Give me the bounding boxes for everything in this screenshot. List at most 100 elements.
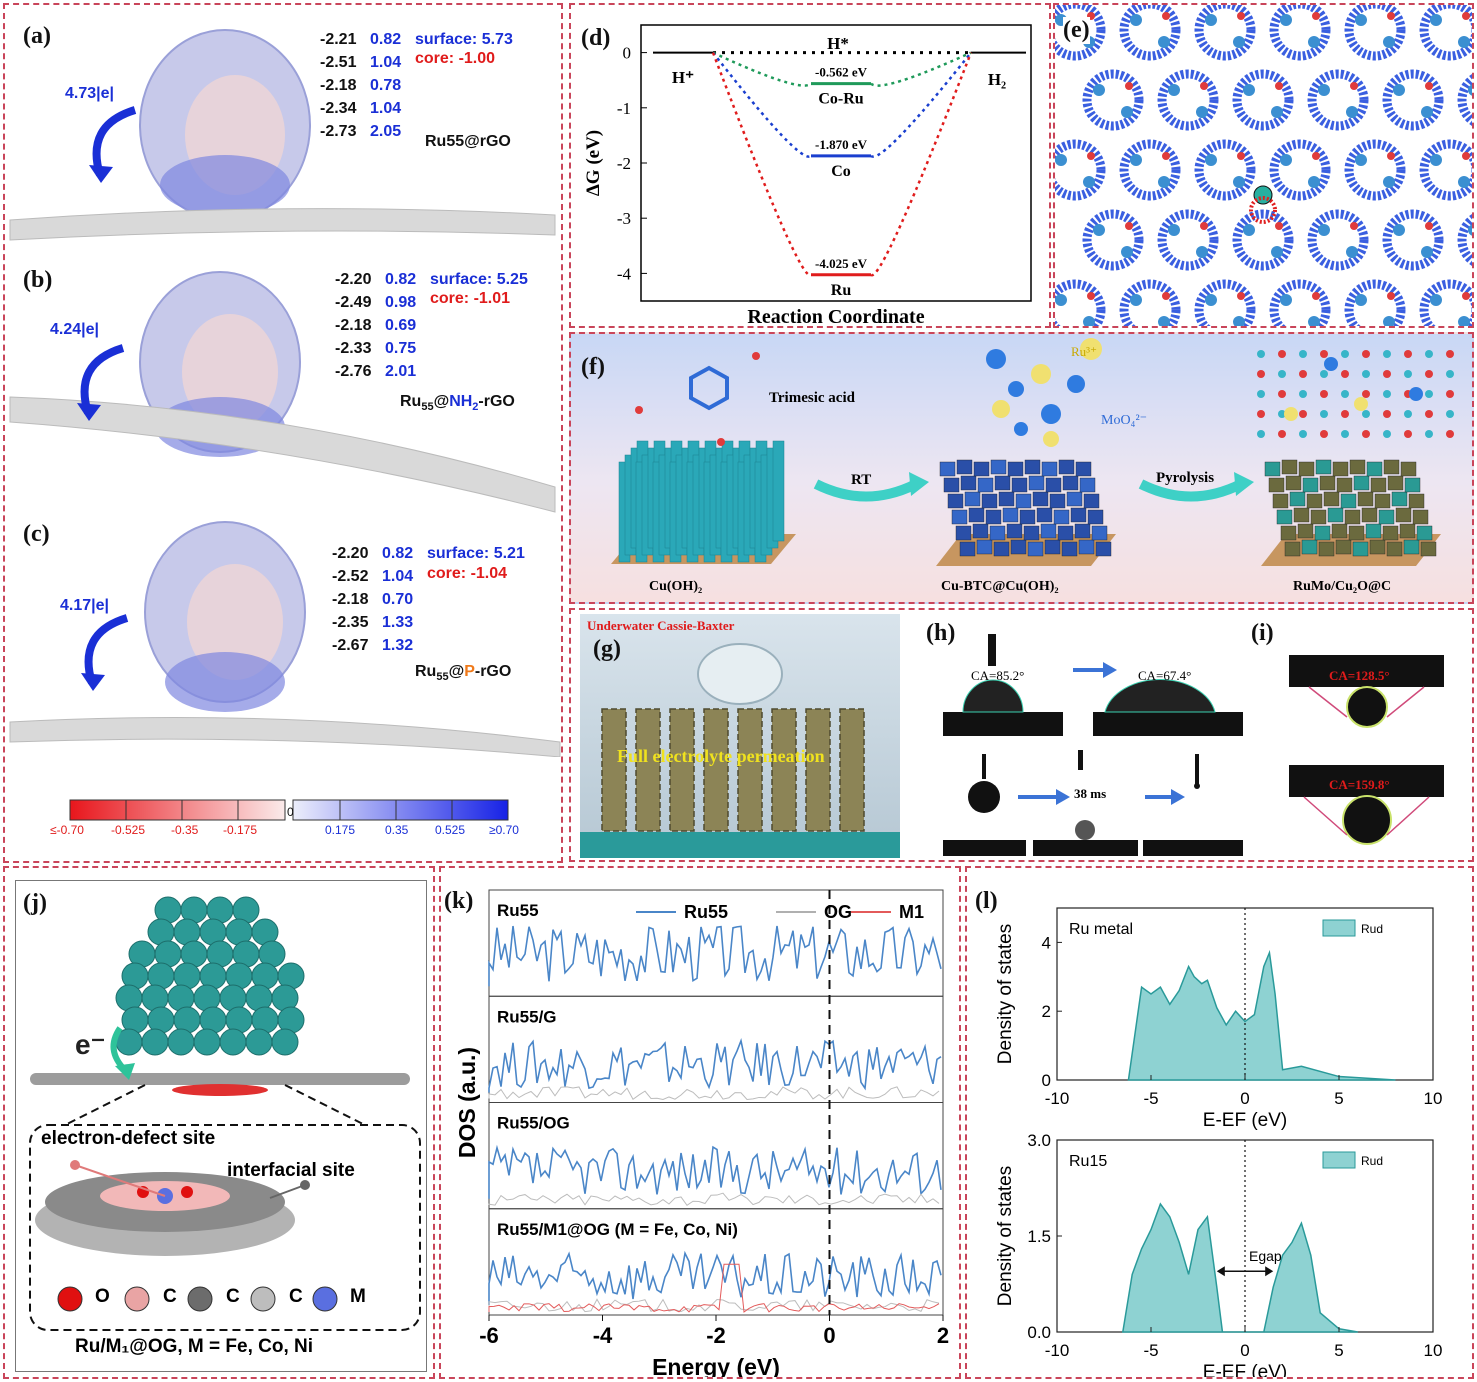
x-tick-label: -2 [706, 1323, 726, 1348]
lattice-oxygen [1200, 222, 1208, 230]
cubtc-block [1007, 461, 1024, 477]
pendant-drop [968, 781, 1000, 813]
lattice-ring [1055, 5, 1106, 61]
crystal-atom [1257, 430, 1265, 438]
rumo-block [1382, 525, 1399, 541]
colorbar-tick-9: ≥0.70 [489, 823, 519, 837]
lattice-oxygen [1387, 292, 1395, 300]
lattice-ring [1382, 209, 1444, 271]
legend-label-1: OG [824, 902, 852, 922]
guest-shell [1249, 196, 1277, 224]
panel-label-l: (l) [975, 888, 998, 914]
legend-m: M [350, 1286, 366, 1307]
rumo-block [1336, 477, 1353, 493]
cubtc-block [1087, 509, 1104, 525]
cassie-baxter-scene [580, 643, 900, 858]
rumo-block [1284, 541, 1301, 557]
crystal-ru [1324, 357, 1338, 371]
rumo-block [1400, 461, 1417, 477]
lattice-atom [1308, 316, 1320, 326]
cubtc-block [1032, 491, 1049, 507]
charges-b-right-1: 0.82 [385, 271, 417, 288]
lattice-ring [1419, 5, 1472, 61]
lattice-oxygen [1275, 222, 1283, 230]
lattice-atom [1205, 14, 1217, 26]
y-axis-label: ΔG (eV) [583, 130, 604, 196]
colorbar-tick-8: 0.525 [435, 823, 466, 837]
colorbar-tick-3: -0.35 [171, 823, 199, 837]
lattice-ring [1194, 5, 1256, 61]
panel-label-e: (e) [1063, 17, 1090, 44]
charge-transfer-arrow-icon [81, 614, 129, 691]
synthesis-scheme [611, 338, 1454, 566]
lattice-ring [1344, 139, 1406, 201]
cubtc-block [960, 475, 977, 491]
crystal-atom [1341, 350, 1349, 358]
crystal-atom [1383, 430, 1391, 438]
rumo-block [1306, 493, 1323, 509]
lattice-atom [1233, 176, 1245, 188]
o-atom [635, 406, 643, 414]
core-c: core: -1.04 [427, 565, 508, 582]
ru-atom [141, 1028, 169, 1056]
charges-b-right-5: 2.01 [385, 363, 417, 380]
rumo-block [1416, 525, 1433, 541]
cubtc-block [1006, 523, 1023, 539]
panel-d: (d) 0 -1 -2 -3 -4 ΔG (eV) Reaction Coordinate H… [569, 3, 1051, 328]
lattice-oxygen [1462, 152, 1470, 160]
lattice-ring [1194, 279, 1256, 326]
charges-a-right-5: 2.05 [370, 123, 402, 140]
lattice-atom [1346, 106, 1358, 118]
crystal-atom [1278, 370, 1286, 378]
charges-a-left-2: -2.51 [320, 54, 357, 71]
lattice-oxygen [1237, 12, 1245, 20]
h-star-label: H* [827, 34, 849, 53]
charge-colorbar [69, 799, 509, 821]
subplot-title-0: Ru metal [1069, 921, 1133, 938]
rumo-block [1297, 523, 1314, 539]
rumo-block [1420, 541, 1437, 557]
rumo-block [1280, 525, 1297, 541]
crystal-atom [1320, 350, 1328, 358]
lattice-atom [1308, 36, 1320, 48]
crystal-atom [1320, 410, 1328, 418]
colorbar-tick-1: ≤-0.70 [50, 823, 84, 837]
legend-label-1: Rud [1361, 1154, 1383, 1168]
panel-j-frame [15, 880, 427, 1372]
x-tick-label: 0 [1240, 1341, 1249, 1360]
y-axis-label: Density of states [995, 1166, 1016, 1306]
transfer-b: 4.24|e| [50, 321, 99, 338]
crystal-atom [1341, 390, 1349, 398]
tangent-i1b [1386, 686, 1425, 718]
x-axis-label: E-EF (eV) [1203, 1362, 1287, 1377]
rumo-block [1301, 539, 1318, 555]
charges-c-left-5: -2.67 [332, 637, 369, 654]
lattice-atom [1430, 14, 1442, 26]
tangent-i1a [1308, 686, 1348, 718]
og-sheet [30, 1073, 410, 1085]
crystal-atom [1278, 390, 1286, 398]
surface-4 [1033, 840, 1138, 856]
ion [986, 349, 1006, 369]
cubtc-block [1040, 523, 1057, 539]
cubtc-block [981, 493, 998, 509]
subplot-title-1: Ru15 [1069, 1153, 1107, 1170]
cubtc-block [1045, 477, 1062, 493]
pyrolysis-arrow-icon [1138, 479, 1244, 502]
pyrolysis-label: Pyrolysis [1156, 470, 1215, 486]
crystal-atom [1383, 390, 1391, 398]
droplet [697, 643, 783, 705]
lattice-bg [1055, 5, 1472, 326]
pillar [771, 708, 797, 832]
dos-chart-l: 0 2 4 -10 -5 0 5 10 E-EF (eV) Density of states Ru… [995, 907, 1442, 1377]
ion [1067, 375, 1085, 393]
x-tick-label: -10 [1045, 1341, 1070, 1360]
surface-i1 [1289, 655, 1444, 687]
series-Co-Ru-right-path [870, 51, 972, 87]
panel-l: (l) 0 2 4 -10 -5 0 5 10 E-EF (eV) Density of stat… [965, 866, 1474, 1379]
panel-label-c: (c) [23, 521, 50, 547]
dos-area-1 [1121, 1202, 1358, 1333]
rumo-block [1361, 507, 1378, 523]
ion [1043, 431, 1059, 447]
free-energy-diagram: 0 -1 -2 -3 -4 ΔG (eV) Reaction Coordinate H* H⁺ H… [583, 24, 1032, 326]
